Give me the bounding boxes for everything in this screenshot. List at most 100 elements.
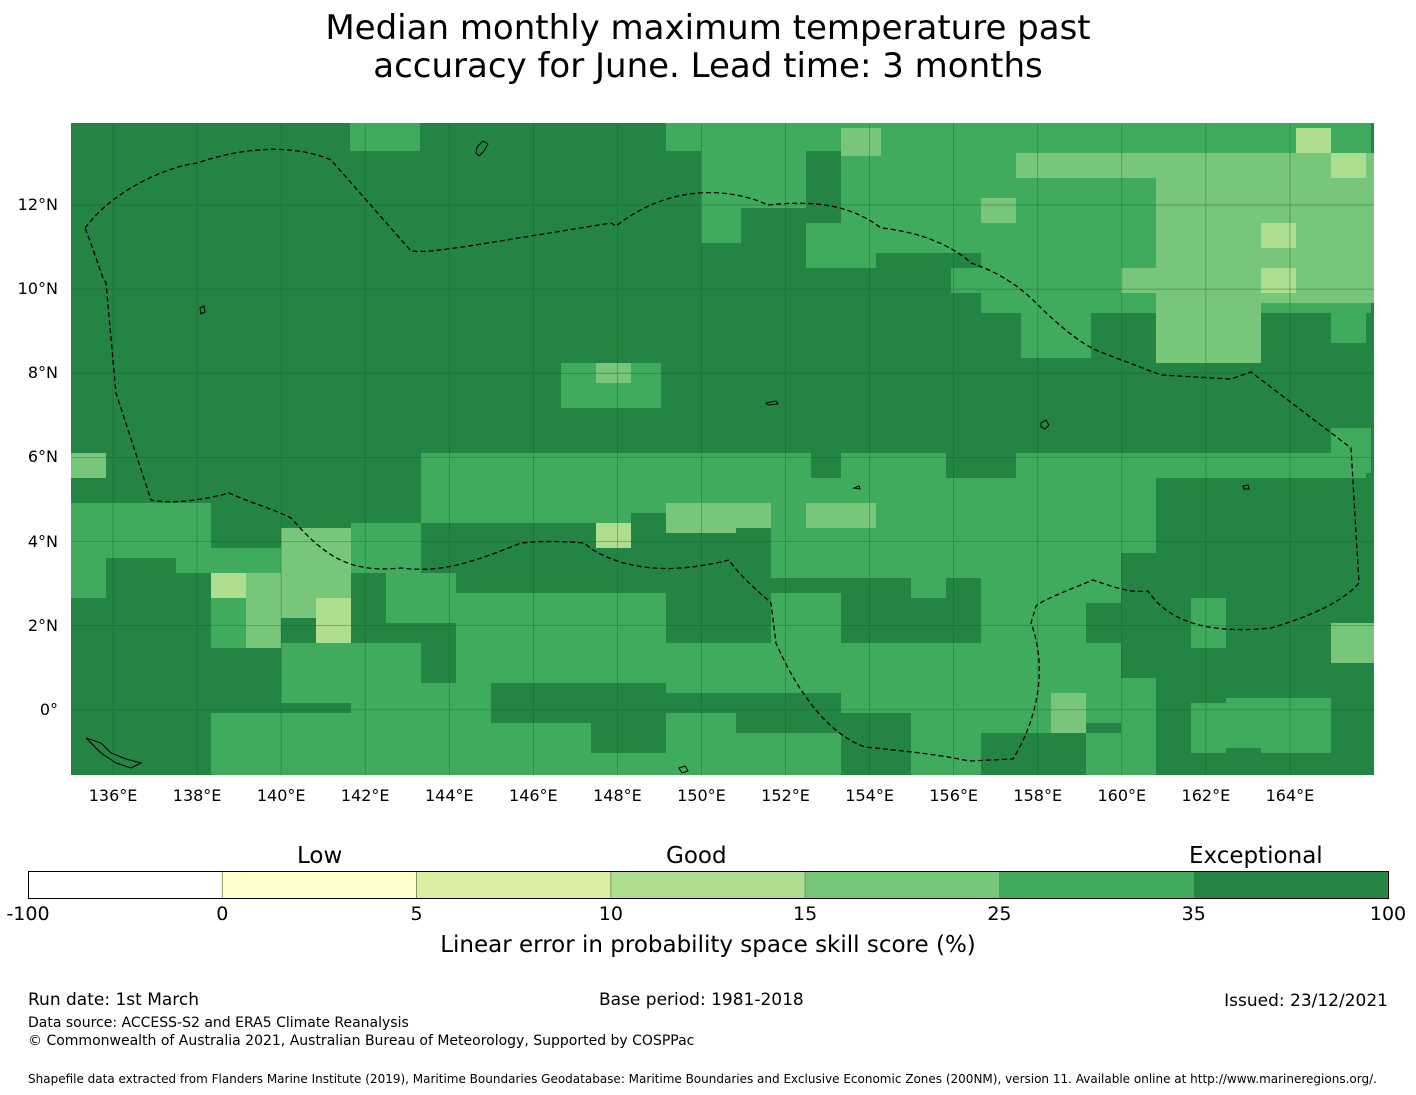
longitude-tick-label: 152°E (761, 786, 810, 805)
legend-label-good: Good (666, 843, 727, 869)
longitude-tick-label: 158°E (1013, 786, 1063, 805)
skill-cell (1191, 703, 1226, 753)
longitude-tick-label: 156°E (929, 786, 978, 805)
colorbar-bin (1193, 871, 1389, 899)
colorbar-tick-label: 100 (1369, 903, 1407, 925)
eez-boundary (84, 148, 1360, 762)
island-outline (1040, 419, 1050, 430)
graticule (71, 123, 1374, 775)
skill-cell (71, 558, 106, 598)
latitude-tick-label: 12°N (17, 195, 58, 215)
longitude-tick-label: 138°E (172, 786, 222, 805)
skill-cell (1156, 293, 1261, 363)
colorbar-bin (221, 871, 417, 899)
skill-cell (701, 198, 741, 243)
skill-cell (246, 573, 281, 648)
island-outline (475, 140, 489, 157)
skill-cell (666, 643, 771, 693)
longitude-tick-label: 162°E (1181, 786, 1231, 805)
eez-boundaries (84, 148, 1360, 762)
colorbar-tick-label: 10 (598, 903, 623, 925)
skill-cell (281, 573, 316, 618)
longitude-tick-label: 144°E (424, 786, 474, 805)
latitude-tick-label: 10°N (17, 279, 58, 299)
skill-cell (596, 523, 631, 548)
skill-cell (771, 453, 806, 478)
skill-cell (350, 123, 420, 151)
skill-cell (211, 573, 246, 598)
base-period: Base period: 1981-2018 (599, 990, 804, 1010)
skill-cell (456, 593, 666, 683)
skill-cell (1296, 128, 1331, 153)
island-outline (1242, 484, 1250, 490)
colorbar-bin (999, 871, 1195, 899)
skill-cell (1191, 598, 1226, 648)
run-date: Run date: 1st March (28, 990, 200, 1010)
latitude-tick-label: 4°N (27, 531, 58, 551)
colorbar-tick-label: 15 (793, 903, 818, 925)
colorbar-tick-label: 0 (216, 903, 229, 925)
legend-label-low: Low (297, 843, 343, 869)
skill-cell (386, 573, 456, 623)
skill-cell (1261, 223, 1296, 248)
skill-cell (911, 743, 981, 775)
skill-cell (1121, 503, 1156, 553)
longitude-tick-label: 146°E (509, 786, 558, 805)
longitude-tick-label: 140°E (256, 786, 306, 805)
issued-date: Issued: 23/12/2021 (1224, 991, 1388, 1011)
longitude-tick-label: 160°E (1097, 786, 1147, 805)
skill-cell (491, 478, 526, 523)
latitude-tick-label: 8°N (27, 363, 58, 383)
skill-cell (351, 683, 491, 775)
colorbar-bin (416, 871, 612, 899)
map-panel (71, 123, 1374, 775)
skill-cell (806, 503, 876, 528)
longitude-tick-label: 150°E (677, 786, 726, 805)
copyright: © Commonwealth of Australia 2021, Austra… (28, 1033, 695, 1049)
colorbar (28, 871, 1389, 899)
skill-cell (701, 128, 806, 208)
longitude-tick-label: 136°E (88, 786, 138, 805)
colorbar-tick-label: 5 (410, 903, 423, 925)
skill-cell (911, 643, 981, 753)
skill-cell (351, 523, 421, 573)
skill-cell (981, 198, 1016, 223)
island-outline (852, 485, 861, 490)
skill-cell (1016, 153, 1156, 178)
skill-cell (1086, 733, 1156, 775)
chart-title-line-1: Median monthly maximum temperature past (325, 8, 1091, 48)
colorbar-bin (610, 871, 806, 899)
colorbar-title: Linear error in probability space skill … (440, 932, 976, 958)
colorbar-bin (28, 871, 223, 899)
skill-cell (71, 453, 106, 478)
skill-cell (806, 223, 876, 268)
islands (85, 140, 1250, 774)
shapefile-credit: Shapefile data extracted from Flanders M… (28, 1072, 1377, 1086)
map-svg (71, 123, 1374, 775)
latitude-tick-label: 6°N (27, 447, 58, 467)
skill-cell (1296, 708, 1331, 753)
legend-label-exceptional: Exceptional (1189, 843, 1323, 869)
skill-cell (841, 128, 881, 156)
island-outline (199, 305, 206, 315)
skill-cell (666, 713, 736, 775)
skill-cells (71, 123, 1374, 775)
island-outline (85, 737, 143, 769)
colorbar-tick-label: 25 (987, 903, 1012, 925)
skill-cell (701, 503, 771, 528)
skill-cell (1021, 268, 1091, 358)
data-source: Data source: ACCESS-S2 and ERA5 Climate … (28, 1015, 409, 1031)
colorbar-bin (804, 871, 1000, 899)
skill-cell (771, 593, 841, 693)
skill-cell (1051, 693, 1086, 733)
chart-title-line-2: accuracy for June. Lead time: 3 months (373, 46, 1043, 86)
skill-cell (1086, 643, 1121, 723)
latitude-tick-label: 2°N (27, 615, 58, 635)
skill-cell (841, 643, 911, 713)
colorbar-tick-label: 35 (1181, 903, 1206, 925)
skill-cell (1331, 153, 1366, 178)
skill-cell (1331, 313, 1366, 343)
longitude-tick-label: 148°E (593, 786, 642, 805)
skill-cell (561, 753, 666, 775)
island-outline (764, 400, 779, 406)
